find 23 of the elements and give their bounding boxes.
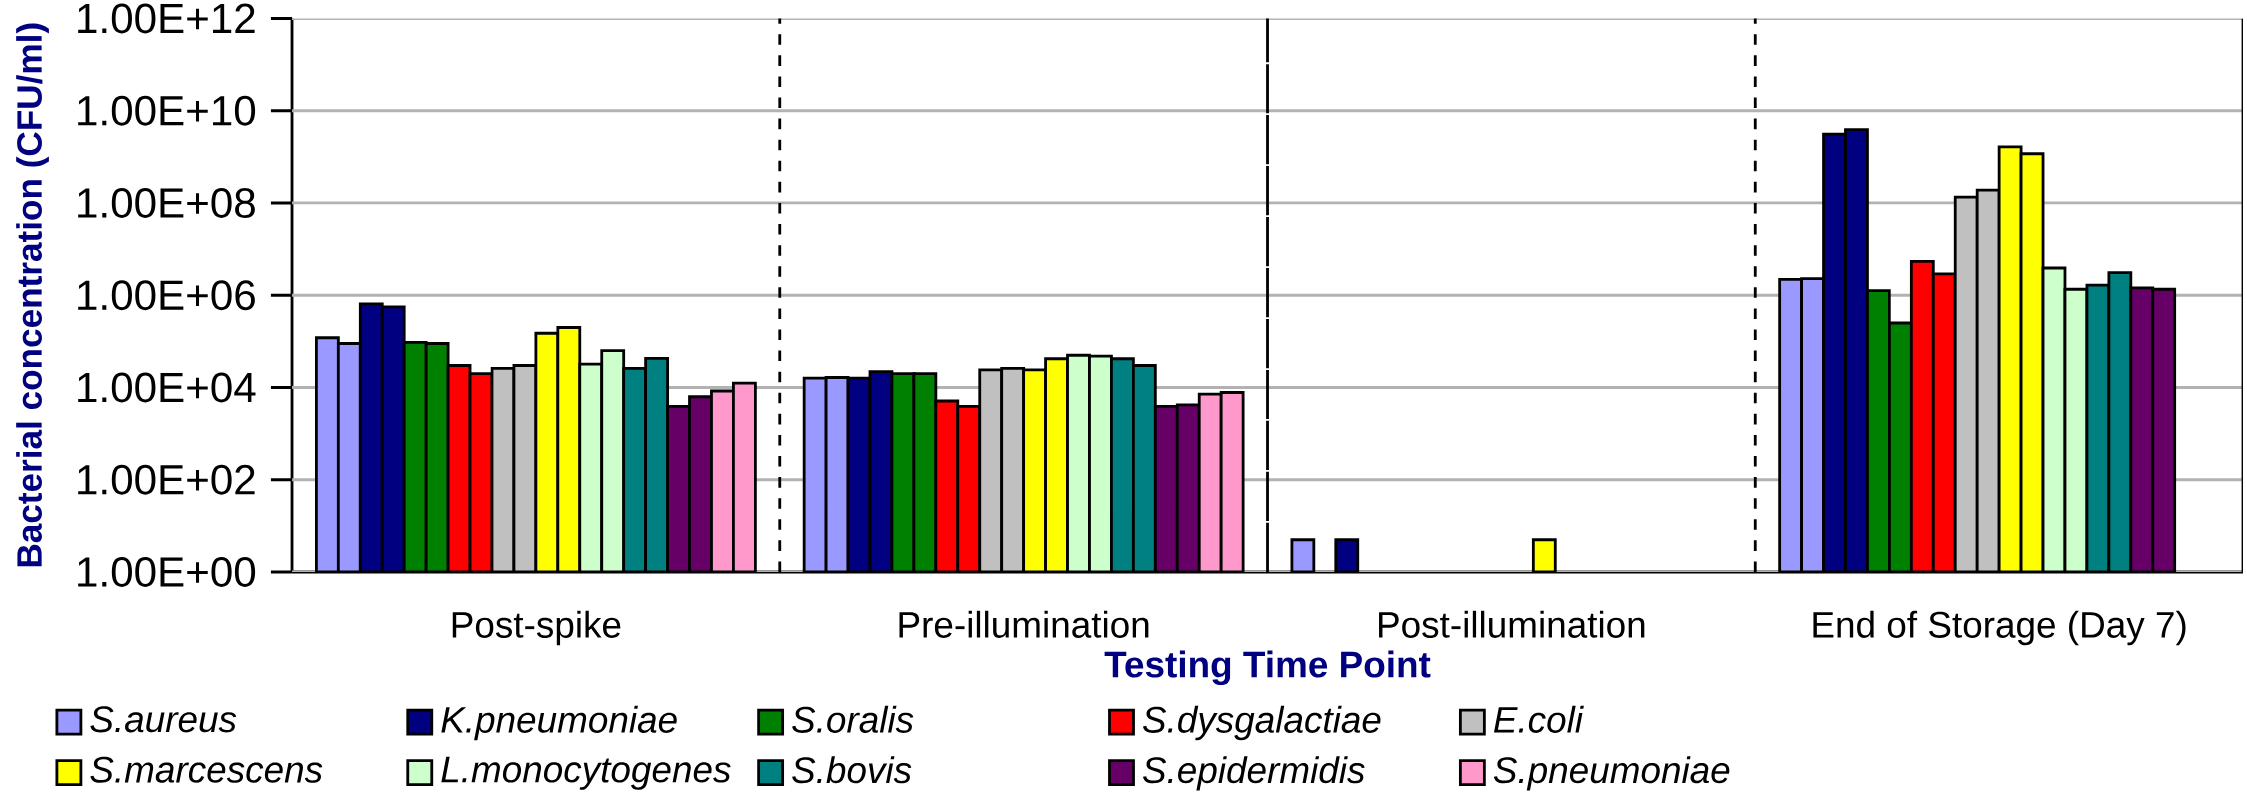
legend-label: S.pneumoniae bbox=[1493, 756, 1730, 791]
x-tick-label: End of Storage (Day 7) bbox=[1813, 610, 2186, 646]
legend-label: E.coli bbox=[1493, 705, 1584, 733]
legend-label: S.epidermidis bbox=[1142, 756, 1365, 791]
x-tick-label: Post-illumination bbox=[1379, 610, 1645, 638]
y-tick-label: 1.00E+08 bbox=[78, 188, 255, 218]
x-tick-label: Pre-illumination bbox=[899, 610, 1149, 638]
legend-label: L.monocytogenes bbox=[441, 756, 731, 790]
legend-label: S.bovis bbox=[792, 756, 912, 784]
y-axis-title: Bacterial concentration (CFU/ml) bbox=[16, 23, 49, 567]
y-tick-label: 1.00E+12 bbox=[78, 3, 255, 34]
x-axis-title: Testing Time Point bbox=[1104, 650, 1431, 686]
x-tick-label: Post-spike bbox=[452, 610, 621, 646]
y-tick-label: 1.00E+06 bbox=[78, 280, 255, 311]
y-tick-label: 1.00E+02 bbox=[78, 464, 255, 495]
legend-label: S.aureus bbox=[90, 706, 237, 733]
y-tick-label: 1.00E+00 bbox=[78, 557, 256, 587]
y-tick-label: 1.00E+10 bbox=[78, 95, 256, 126]
legend-label: K.pneumoniae bbox=[441, 705, 677, 741]
y-tick-label: 1.00E+04 bbox=[78, 372, 256, 403]
legend-label: S.oralis bbox=[792, 705, 914, 733]
legend-label: S.dysgalactiae bbox=[1142, 705, 1381, 741]
legend-label: S.marcescens bbox=[90, 756, 323, 783]
